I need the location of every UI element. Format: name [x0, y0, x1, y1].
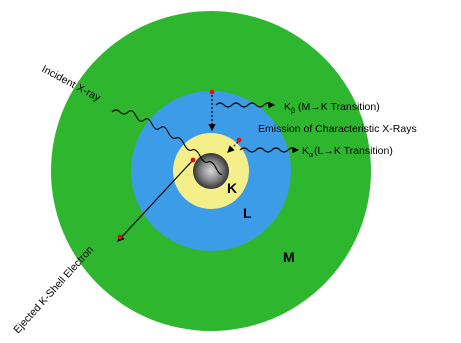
- incident-xray-wave: [111, 109, 223, 175]
- nucleus: [193, 153, 229, 189]
- kalpha-subscript: α: [309, 152, 313, 159]
- l-shell-label: L: [243, 205, 252, 221]
- electron-k-shell-vacancy: [190, 157, 196, 163]
- m-shell-label: M: [283, 249, 295, 265]
- emission-label: Emission of Characteristic X-Rays: [258, 123, 417, 135]
- electron-l-shell: [236, 137, 242, 143]
- kbeta-transition: (M→K Transition): [298, 101, 380, 113]
- ejected-electron: [117, 234, 123, 240]
- kalpha-label: Kα(L→K Transition): [302, 145, 393, 159]
- kbeta-label: Kβ (M→K Transition): [284, 101, 380, 115]
- ejected-electron-label: Ejected K-Shell Electron: [11, 244, 96, 336]
- kbeta-symbol: K: [284, 101, 291, 113]
- kalpha-transition: (L→K Transition): [314, 145, 393, 157]
- kalpha-emission-wave: [239, 147, 297, 153]
- electron-m-shell: [209, 89, 215, 95]
- kbeta-emission-wave: [215, 102, 273, 108]
- k-shell-label: K: [227, 180, 237, 196]
- kbeta-subscript: β: [291, 108, 295, 115]
- kalpha-symbol: K: [302, 145, 309, 157]
- ejected-electron-arrow: [117, 159, 194, 242]
